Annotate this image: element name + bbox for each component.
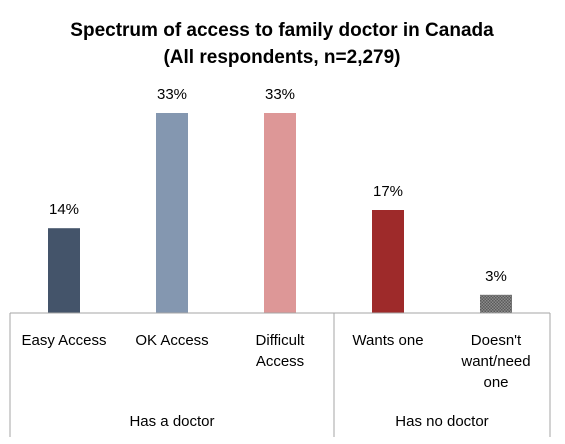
category-label-3: Wants one (352, 332, 423, 349)
data-label-4: 3% (485, 268, 507, 285)
category-label-2-line-0: Difficult (256, 332, 306, 349)
chart-subtitle: (All respondents, n=2,279) (163, 47, 400, 68)
category-label-4-line-0: Doesn't (471, 332, 522, 349)
group-label-0: Has a doctor (129, 413, 214, 430)
data-label-1: 33% (157, 86, 187, 103)
data-label-2: 33% (265, 86, 295, 103)
category-label-0: Easy Access (21, 332, 106, 349)
bar-3 (372, 210, 404, 313)
bar-2 (264, 113, 296, 313)
data-label-0: 14% (49, 201, 79, 218)
category-label-4-line-1: want/need (460, 353, 530, 370)
group-label-1: Has no doctor (395, 413, 488, 430)
bar-4 (480, 294, 512, 313)
plot-area: 14% Easy Access 33% OK Access 33% Difficult Ac… (9, 86, 551, 437)
bar-0 (48, 228, 80, 313)
data-label-3: 17% (373, 183, 403, 200)
category-label-2-line-1: Access (256, 353, 304, 370)
bar-1 (156, 113, 188, 313)
category-label-1: OK Access (135, 332, 208, 349)
chart-title: Spectrum of access to family doctor in C… (70, 20, 494, 41)
category-label-4-line-2: one (483, 374, 508, 391)
